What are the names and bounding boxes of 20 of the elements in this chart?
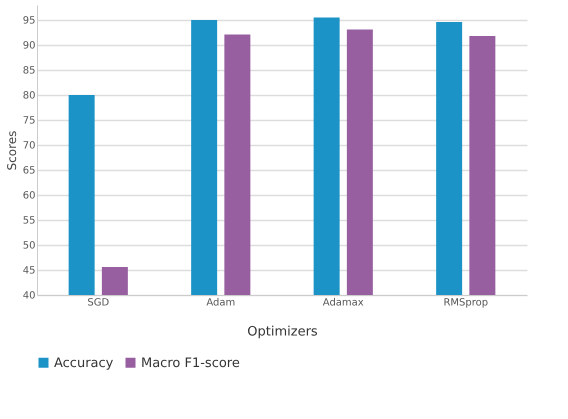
x-tick-label: RMSprop: [443, 298, 488, 308]
x-tick-label: SGD: [87, 298, 110, 308]
y-tick-label: 55: [22, 216, 36, 226]
x-tick-label: Adamax: [322, 298, 364, 308]
y-tick-label: 45: [22, 266, 36, 276]
y-tick-label: 50: [22, 240, 36, 252]
y-tick-label: 65: [22, 166, 36, 176]
legend-label: Macro F1-score: [141, 356, 240, 371]
y-tick-label: 90: [22, 40, 36, 52]
x-tick-label: Adam: [206, 298, 236, 308]
y-tick-label: 95: [22, 16, 36, 26]
y-tick-label: 75: [22, 116, 36, 126]
y-axis-title: Scores: [4, 130, 19, 170]
x-axis-title: Optimizers: [247, 324, 318, 340]
legend-label: Accuracy: [54, 356, 114, 371]
y-tick-label: 40: [22, 290, 36, 302]
y-tick-label: 85: [22, 66, 36, 76]
y-tick-label: 70: [22, 140, 36, 152]
y-tick-label: 60: [22, 190, 36, 202]
y-tick-label: 80: [22, 90, 36, 102]
